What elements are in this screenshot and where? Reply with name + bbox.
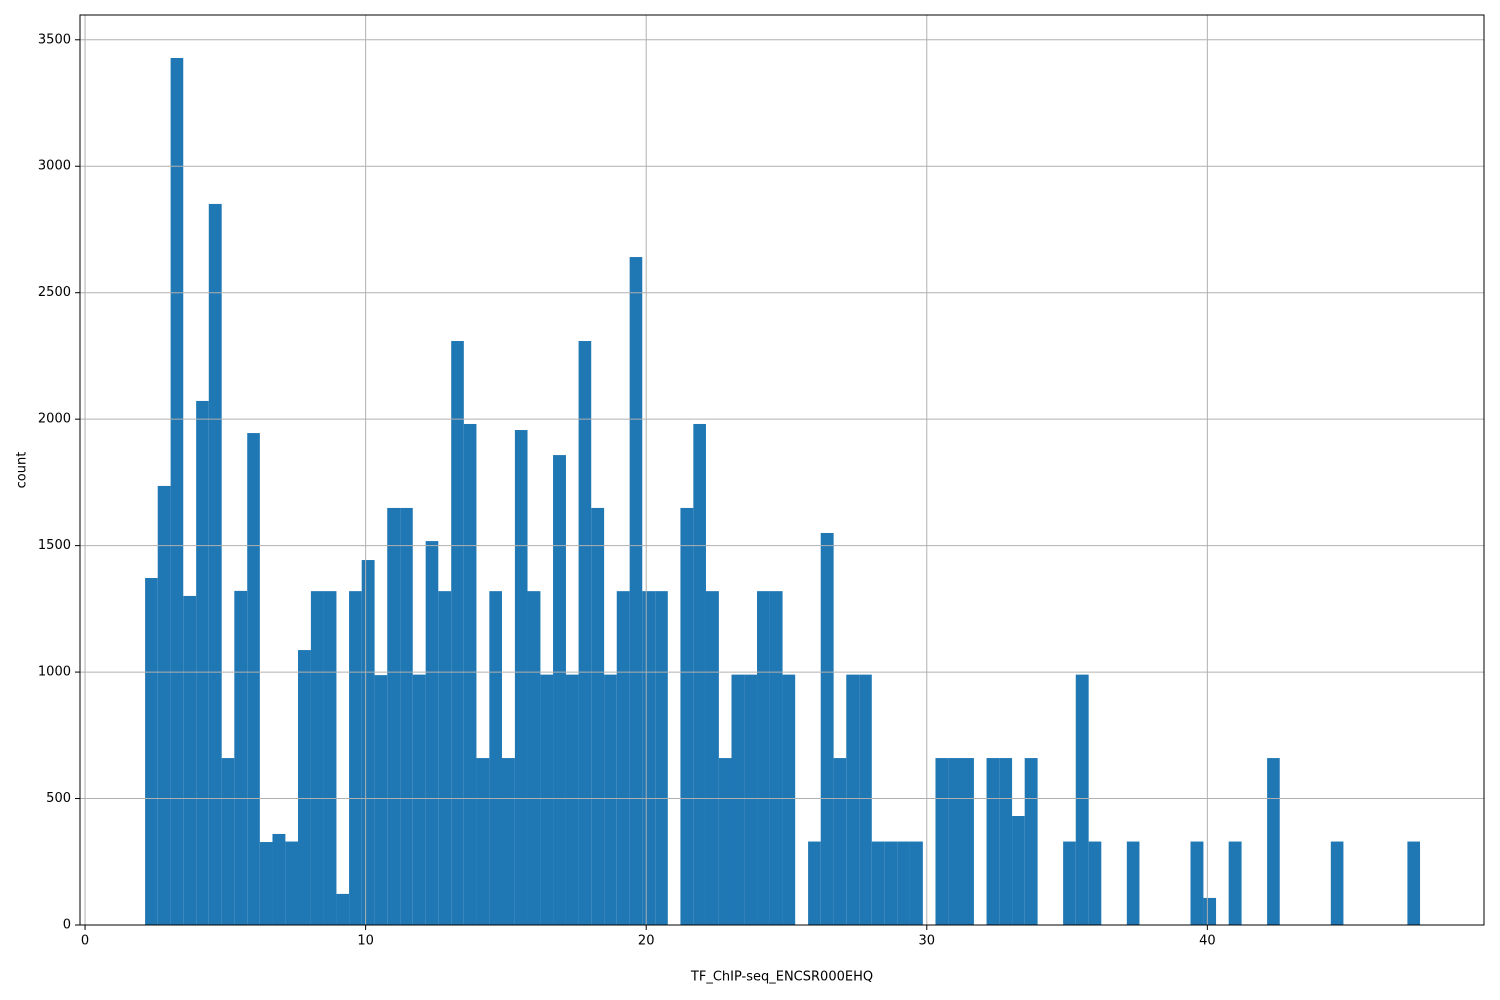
- bar: [616, 591, 630, 925]
- bar: [604, 674, 617, 925]
- bar: [1203, 897, 1217, 925]
- y-axis-label: count: [15, 452, 30, 489]
- bar: [693, 423, 706, 925]
- bar: [833, 758, 847, 925]
- bar: [259, 842, 273, 925]
- bar: [1088, 841, 1102, 925]
- bar: [565, 674, 579, 925]
- y-tick-label: 1500: [38, 538, 71, 553]
- bar: [438, 591, 452, 925]
- bar: [361, 560, 375, 925]
- bar: [808, 841, 821, 925]
- bar: [489, 591, 502, 925]
- bar: [387, 507, 401, 925]
- bar: [221, 758, 235, 925]
- bar: [183, 595, 197, 925]
- bar: [285, 841, 299, 925]
- bar: [680, 507, 694, 925]
- y-tick-label: 3500: [38, 32, 71, 47]
- bar: [884, 841, 898, 925]
- bar: [769, 591, 783, 925]
- bar: [208, 203, 222, 926]
- bar: [336, 893, 350, 925]
- bar: [451, 341, 464, 925]
- bar: [145, 577, 158, 925]
- x-tick-label: 30: [919, 934, 936, 949]
- bar: [871, 841, 885, 925]
- bar: [999, 758, 1013, 925]
- bar: [298, 650, 311, 925]
- bar: [1267, 758, 1280, 925]
- bar: [655, 591, 668, 925]
- bar: [820, 532, 834, 925]
- bar: [463, 423, 477, 925]
- bar: [629, 257, 643, 925]
- x-tick-label: 20: [638, 934, 655, 949]
- bar: [1126, 841, 1140, 925]
- bar: [782, 674, 796, 925]
- bar: [948, 758, 962, 925]
- x-axis-label: TF_ChIP-seq_ENCSR000EHQ: [690, 970, 873, 985]
- bar: [1190, 841, 1204, 925]
- bar: [1330, 841, 1344, 925]
- y-tick-label: 0: [63, 918, 71, 933]
- bar: [1024, 758, 1038, 925]
- bar: [310, 591, 324, 925]
- bar: [540, 674, 554, 925]
- bar: [731, 674, 745, 925]
- bar: [272, 833, 286, 925]
- bar: [846, 674, 860, 925]
- bar: [718, 758, 732, 925]
- bar: [859, 674, 872, 925]
- bar: [514, 430, 528, 925]
- bar: [744, 674, 758, 925]
- bar: [374, 675, 388, 925]
- bar: [1012, 815, 1025, 925]
- x-tick-label: 10: [357, 934, 374, 949]
- bar: [578, 341, 592, 925]
- bar: [425, 541, 439, 925]
- x-tick-label: 0: [81, 934, 89, 949]
- bar: [1075, 674, 1089, 925]
- bar: [986, 758, 1000, 925]
- bar: [1063, 841, 1076, 925]
- bar: [527, 591, 541, 925]
- y-tick-label: 2500: [38, 285, 71, 300]
- y-tick-label: 2000: [38, 412, 71, 427]
- y-tick-label: 3000: [38, 159, 71, 174]
- x-tick-label: 40: [1199, 934, 1216, 949]
- bar: [757, 591, 770, 925]
- bar: [400, 507, 413, 925]
- plot-frame: [79, 14, 1485, 926]
- bar: [705, 591, 719, 925]
- bar: [412, 674, 426, 925]
- bar: [501, 758, 515, 925]
- bar: [909, 841, 923, 925]
- bar: [897, 841, 910, 925]
- bar: [157, 485, 171, 925]
- bar: [476, 758, 490, 925]
- bar: [323, 591, 337, 925]
- bar: [1407, 841, 1421, 925]
- bar: [961, 758, 974, 925]
- bar: [591, 507, 605, 925]
- bar: [234, 590, 248, 925]
- bar: [1228, 841, 1242, 925]
- bar: [170, 57, 184, 926]
- bar: [247, 433, 260, 925]
- bar: [196, 400, 209, 925]
- y-tick-label: 500: [46, 791, 71, 806]
- y-tick-label: 1000: [38, 665, 71, 680]
- bar: [642, 591, 656, 925]
- bar: [935, 758, 949, 925]
- bar: [553, 455, 566, 925]
- bar: [349, 591, 362, 925]
